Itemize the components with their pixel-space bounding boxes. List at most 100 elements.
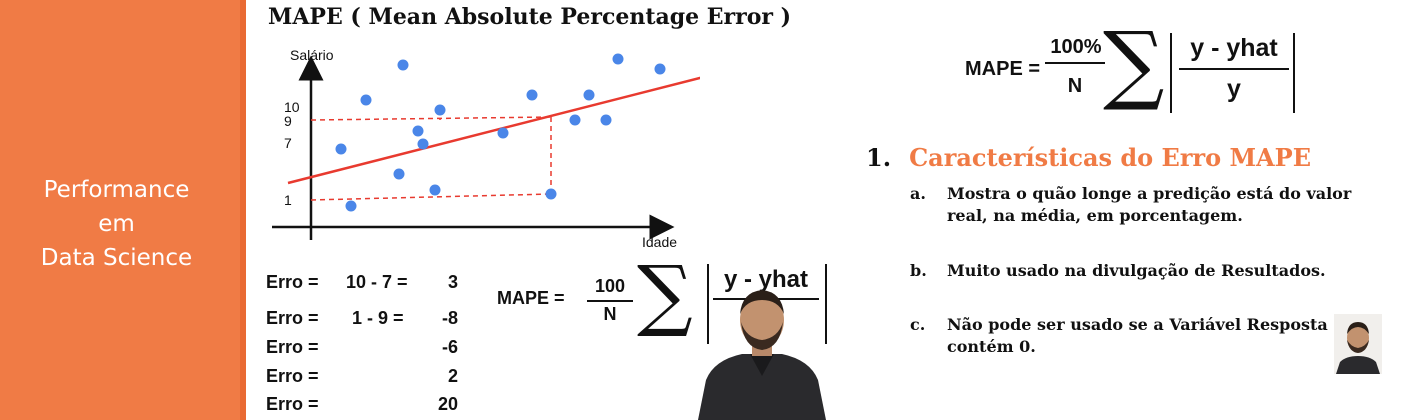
y-tick-label: 1 bbox=[284, 192, 292, 208]
formula-denominator: N bbox=[603, 304, 617, 324]
list-item-line: real, na média, em porcentagem. bbox=[947, 206, 1243, 225]
sidebar-title-line: Data Science bbox=[40, 245, 193, 271]
error-row: Erro = 1 - 9 = -8 bbox=[266, 308, 458, 332]
summation-symbol: ∑ bbox=[1103, 14, 1165, 114]
formula-label: MAPE = bbox=[965, 58, 1041, 80]
scatter-point bbox=[497, 127, 509, 139]
section-title: Características do Erro MAPE bbox=[909, 143, 1312, 172]
list-item-line: contém 0. bbox=[947, 337, 1036, 356]
sidebar-title-line: Performance bbox=[43, 177, 190, 203]
error-value: 2 bbox=[447, 366, 458, 386]
formula-numerator: 100 bbox=[594, 276, 626, 296]
abs-bar-left bbox=[1170, 33, 1172, 113]
sidebar-title-line: em bbox=[98, 211, 135, 237]
error-expression: 1 - 9 = bbox=[352, 308, 404, 328]
scatter-point bbox=[526, 89, 538, 101]
error-label: Erro = bbox=[266, 366, 319, 386]
list-item-marker: b. bbox=[910, 261, 927, 280]
y-axis-label: Salário bbox=[290, 47, 334, 63]
y-tick-label: 10 bbox=[284, 99, 300, 115]
scatter-point bbox=[397, 59, 409, 71]
section-heading: 1. Características do Erro MAPE bbox=[866, 143, 1311, 172]
error-row: Erro = -6 bbox=[266, 337, 458, 361]
scatter-point bbox=[335, 143, 347, 155]
sidebar bbox=[0, 0, 240, 420]
presenter-hair bbox=[740, 290, 784, 314]
regression-line bbox=[287, 76, 700, 185]
list-item-text: Não pode ser usado se a Variável Respost… bbox=[947, 314, 1328, 358]
error-row: Erro = 2 bbox=[266, 366, 458, 390]
sidebar-title: Performance em Data Science bbox=[0, 173, 233, 275]
error-guide-line bbox=[310, 193, 552, 201]
error-guides bbox=[310, 110, 553, 201]
slide-title: MAPE ( Mean Absolute Percentage Error ) bbox=[268, 4, 792, 30]
scatter-point bbox=[654, 63, 666, 75]
formula-numerator: 100% bbox=[1050, 36, 1102, 58]
thumbnail-beard bbox=[1347, 340, 1369, 353]
fraction-bar bbox=[1179, 68, 1289, 70]
error-row: Erro = 10 - 7 = 3 bbox=[266, 272, 458, 296]
y-tick-label: 7 bbox=[284, 135, 292, 151]
abs-denominator: y bbox=[1227, 75, 1241, 103]
error-value: 20 bbox=[437, 394, 458, 414]
list-item-marker: a. bbox=[910, 184, 926, 203]
scatter-point bbox=[412, 125, 424, 137]
mape-formula-large: MAPE = 100% N ∑ y - yhat y bbox=[965, 14, 1305, 118]
abs-bar-right bbox=[825, 264, 827, 344]
sidebar-divider bbox=[240, 0, 246, 420]
scatter-point bbox=[345, 200, 357, 212]
abs-bar-left bbox=[707, 264, 709, 344]
formula-denominator: N bbox=[1067, 75, 1083, 97]
list-item-line: Muito usado na divulgação de Resultados. bbox=[947, 261, 1326, 280]
scatter-point bbox=[434, 104, 446, 116]
scatter-point bbox=[600, 114, 612, 126]
list-item: b. Muito usado na divulgação de Resultad… bbox=[910, 260, 1400, 284]
scatter-point bbox=[569, 114, 581, 126]
scatter-point bbox=[360, 94, 372, 106]
fraction-bar bbox=[1045, 62, 1105, 64]
formula-label: MAPE = bbox=[497, 288, 565, 308]
thumbnail-hair bbox=[1347, 322, 1369, 334]
scatter-illustration: Salário Idade 10 9 7 1 bbox=[272, 47, 700, 250]
list-item-line: Mostra o quão longe a predição está do v… bbox=[947, 184, 1352, 203]
scatter-point bbox=[612, 53, 624, 65]
error-value: 3 bbox=[447, 272, 458, 292]
scatter-point bbox=[429, 184, 441, 196]
list-item-marker: c. bbox=[910, 315, 926, 334]
fraction-bar bbox=[587, 300, 633, 302]
scatter-points bbox=[335, 53, 666, 212]
presenter-body bbox=[698, 354, 826, 420]
presenter-video bbox=[698, 290, 826, 420]
error-expression: 10 - 7 = bbox=[346, 272, 408, 292]
scatter-point bbox=[393, 168, 405, 180]
scatter-point bbox=[583, 89, 595, 101]
y-tick-label: 9 bbox=[284, 113, 292, 129]
abs-numerator: y - yhat bbox=[723, 266, 809, 293]
presenter-head bbox=[740, 293, 784, 347]
scatter-point bbox=[417, 138, 429, 150]
presenter-collar bbox=[750, 354, 774, 376]
list-item-text: Muito usado na divulgação de Resultados. bbox=[947, 260, 1326, 282]
abs-bar-right bbox=[1293, 33, 1295, 113]
list-item-line: Não pode ser usado se a Variável Respost… bbox=[947, 315, 1328, 334]
error-label: Erro = bbox=[266, 337, 319, 357]
error-label: Erro = bbox=[266, 394, 319, 414]
abs-numerator: y - yhat bbox=[1190, 34, 1278, 62]
error-label: Erro = bbox=[266, 308, 319, 328]
thumbnail-body bbox=[1336, 356, 1380, 374]
presenter-beard bbox=[741, 322, 783, 350]
section-number: 1. bbox=[866, 143, 892, 172]
x-axis-label: Idade bbox=[642, 234, 677, 250]
scatter-point bbox=[545, 188, 557, 200]
thumbnail-head bbox=[1347, 324, 1369, 352]
error-value: -6 bbox=[441, 337, 458, 357]
error-guide-line bbox=[310, 116, 553, 121]
presenter-thumbnail bbox=[1334, 314, 1382, 374]
list-item: a. Mostra o quão longe a predição está d… bbox=[910, 183, 1400, 229]
list-item-text: Mostra o quão longe a predição está do v… bbox=[947, 183, 1351, 227]
list-item: c. Não pode ser usado se a Variável Resp… bbox=[910, 314, 1400, 360]
error-value: -8 bbox=[441, 308, 458, 328]
mape-formula-small: MAPE = 100 N ∑ y - yhat bbox=[497, 250, 837, 352]
error-label: Erro = bbox=[266, 272, 319, 292]
summation-symbol: ∑ bbox=[637, 250, 693, 340]
